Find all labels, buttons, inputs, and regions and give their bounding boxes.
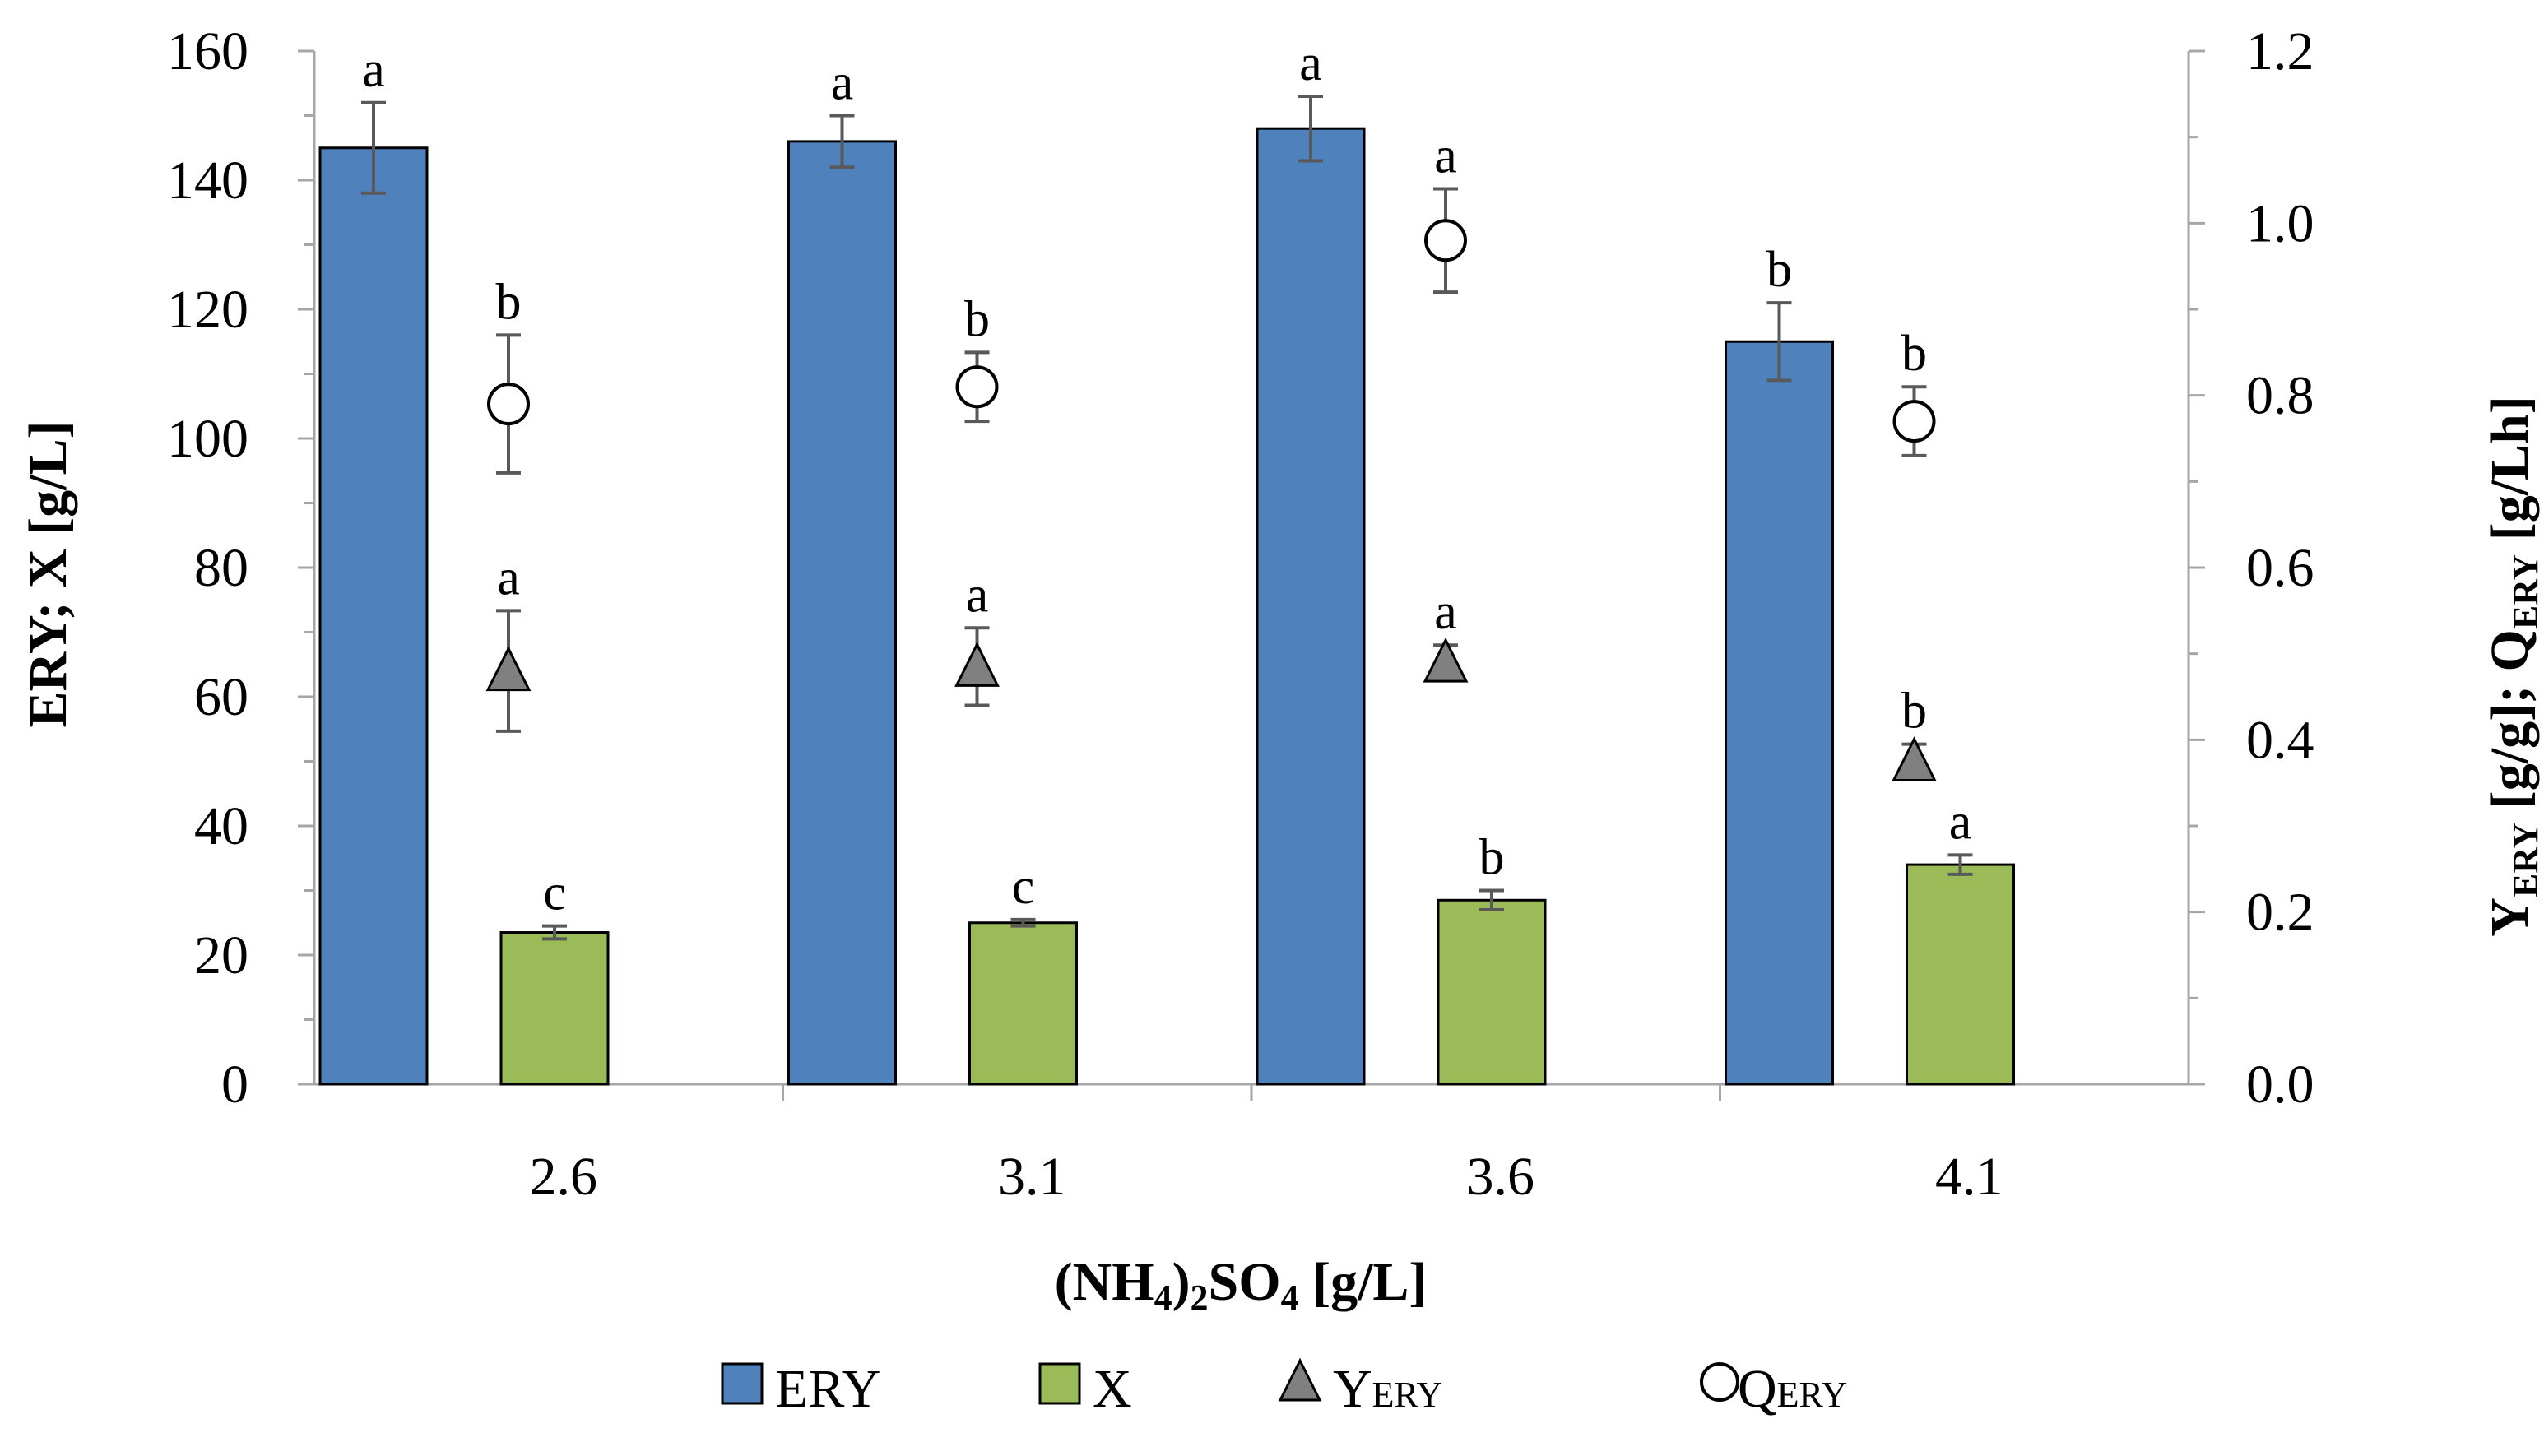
bars — [318, 94, 2015, 1086]
y-axis-left-title: ERY; X [g/L] — [18, 421, 78, 728]
significance-letter: c — [543, 865, 566, 921]
bar-x — [499, 931, 610, 1086]
y-right-tick-label: 0.6 — [2246, 538, 2314, 598]
significance-letter: a — [966, 567, 989, 623]
bar-ery — [318, 146, 429, 1086]
x-tick-label: 2.6 — [530, 1147, 598, 1207]
legend-swatch-x — [1038, 1362, 1081, 1405]
significance-letter: b — [1479, 830, 1505, 886]
significance-letter: a — [1949, 794, 1972, 850]
legend-label-x: X — [1093, 1359, 1132, 1419]
y-left-tick-label: 160 — [167, 21, 248, 81]
y-right-tick-label: 0.0 — [2246, 1055, 2314, 1115]
y-left-tick-label: 100 — [167, 409, 248, 469]
bar-x — [1906, 863, 2015, 1086]
marker-q-ery-circle — [1892, 400, 1936, 443]
marker-y-ery-triangle — [1423, 637, 1469, 683]
legend-label-q_ery: QERY — [1738, 1359, 1847, 1419]
significance-letter: b — [496, 274, 522, 330]
marker-y-ery-triangle — [954, 642, 1000, 687]
y-axis-right-title: YERY [g/g]; QERY [g/Lh] — [2480, 396, 2544, 937]
axes: 0 20 40 60 80 100 120 140 160 0.0 0.2 0.4 0.6 0.8 1.0 1… — [167, 21, 2314, 1207]
legend: ERY X YERY QERY — [721, 1357, 1847, 1419]
y-left-tick-label: 20 — [194, 925, 248, 985]
legend-label-ery: ERY — [775, 1359, 880, 1419]
y-left-tick-label: 60 — [194, 667, 248, 727]
significance-letter: a — [1434, 128, 1457, 183]
y-right-tick-label: 1.2 — [2246, 21, 2314, 81]
y-left-tick-label: 120 — [167, 280, 248, 340]
y-left-tick-label: 140 — [167, 151, 248, 211]
marker-y-ery-triangle — [1892, 736, 1937, 781]
bar-ery — [1256, 127, 1366, 1086]
x-tick-label: 3.1 — [998, 1147, 1066, 1207]
y-right-tick-label: 0.2 — [2246, 883, 2314, 943]
bar-ery — [787, 140, 897, 1086]
significance-letter: c — [1012, 859, 1035, 915]
legend-swatch-q-ery — [1700, 1362, 1739, 1402]
x-tick-label: 3.6 — [1467, 1147, 1535, 1207]
bar-ery — [1725, 340, 1834, 1086]
significance-letter: a — [497, 549, 520, 605]
y-right-tick-label: 1.0 — [2246, 193, 2314, 253]
significance-letter: b — [1901, 684, 1927, 740]
x-axis-title: (NH4)2SO4 [g/L] — [1055, 1252, 1428, 1318]
marker-q-ery-circle — [955, 365, 999, 409]
significance-letter: a — [362, 42, 385, 98]
marker-q-ery-circle — [1424, 219, 1467, 262]
y-left-tick-label: 40 — [194, 796, 248, 856]
legend-swatch-ery — [721, 1362, 764, 1405]
significance-letter: b — [964, 291, 990, 347]
y-right-tick-label: 0.4 — [2246, 710, 2314, 770]
significance-letter: b — [1901, 326, 1927, 382]
significance-letter: a — [1299, 35, 1322, 91]
legend-label-y_ery: YERY — [1333, 1359, 1442, 1419]
legend-swatch-y-ery — [1278, 1357, 1322, 1402]
y-left-tick-label: 0 — [221, 1055, 248, 1115]
x-tick-label: 4.1 — [1935, 1147, 2003, 1207]
significance-letter: b — [1766, 242, 1792, 298]
significance-letter: a — [1434, 584, 1457, 640]
marker-q-ery-circle — [487, 383, 530, 426]
bar-x — [968, 921, 1078, 1086]
markers — [485, 187, 1937, 781]
significance-letter: a — [831, 55, 854, 111]
bar-x — [1437, 898, 1547, 1086]
marker-y-ery-triangle — [485, 646, 532, 692]
y-left-tick-label: 80 — [194, 538, 248, 598]
y-right-tick-label: 0.8 — [2246, 366, 2314, 426]
